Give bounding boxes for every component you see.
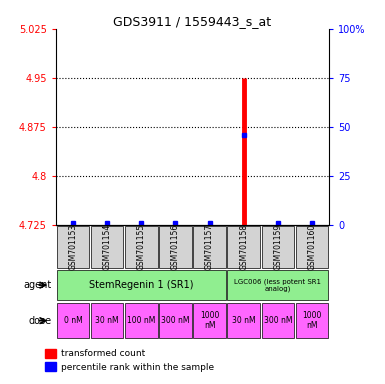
Text: GSM701156: GSM701156 [171,223,180,270]
Text: GSM701155: GSM701155 [137,223,146,270]
Text: LGC006 (less potent SR1
analog): LGC006 (less potent SR1 analog) [234,278,321,292]
Bar [261,225,294,268]
Bar [57,303,89,338]
Bar [91,303,124,338]
Bar [45,349,55,358]
Bar [228,303,260,338]
Text: 0 nM: 0 nM [64,316,82,325]
Text: 30 nM: 30 nM [95,316,119,325]
Text: GSM701153: GSM701153 [69,223,77,270]
Text: agent: agent [24,280,52,290]
Text: 100 nM: 100 nM [127,316,156,325]
Text: transformed count: transformed count [62,349,146,358]
Bar [57,225,89,268]
Text: GSM701157: GSM701157 [205,223,214,270]
Text: GSM701160: GSM701160 [308,223,316,270]
Bar [228,270,328,300]
Bar [193,303,226,338]
Bar [193,225,226,268]
Bar [159,225,192,268]
Bar [296,303,328,338]
Bar [125,303,157,338]
Text: percentile rank within the sample: percentile rank within the sample [62,362,214,371]
Bar [57,270,226,300]
Text: StemRegenin 1 (SR1): StemRegenin 1 (SR1) [89,280,194,290]
Text: GSM701158: GSM701158 [239,223,248,270]
Text: 1000
nM: 1000 nM [200,311,219,330]
Text: 30 nM: 30 nM [232,316,256,325]
Bar [125,225,157,268]
Bar [45,362,55,371]
Bar [159,303,192,338]
Bar [261,303,294,338]
Text: dose: dose [29,316,52,326]
Text: 1000
nM: 1000 nM [302,311,322,330]
Text: GSM701154: GSM701154 [102,223,112,270]
Bar [228,225,260,268]
Title: GDS3911 / 1559443_s_at: GDS3911 / 1559443_s_at [114,15,271,28]
Text: 300 nM: 300 nM [161,316,190,325]
Bar [296,225,328,268]
Text: GSM701159: GSM701159 [273,223,283,270]
Bar [91,225,124,268]
Text: 300 nM: 300 nM [264,316,292,325]
